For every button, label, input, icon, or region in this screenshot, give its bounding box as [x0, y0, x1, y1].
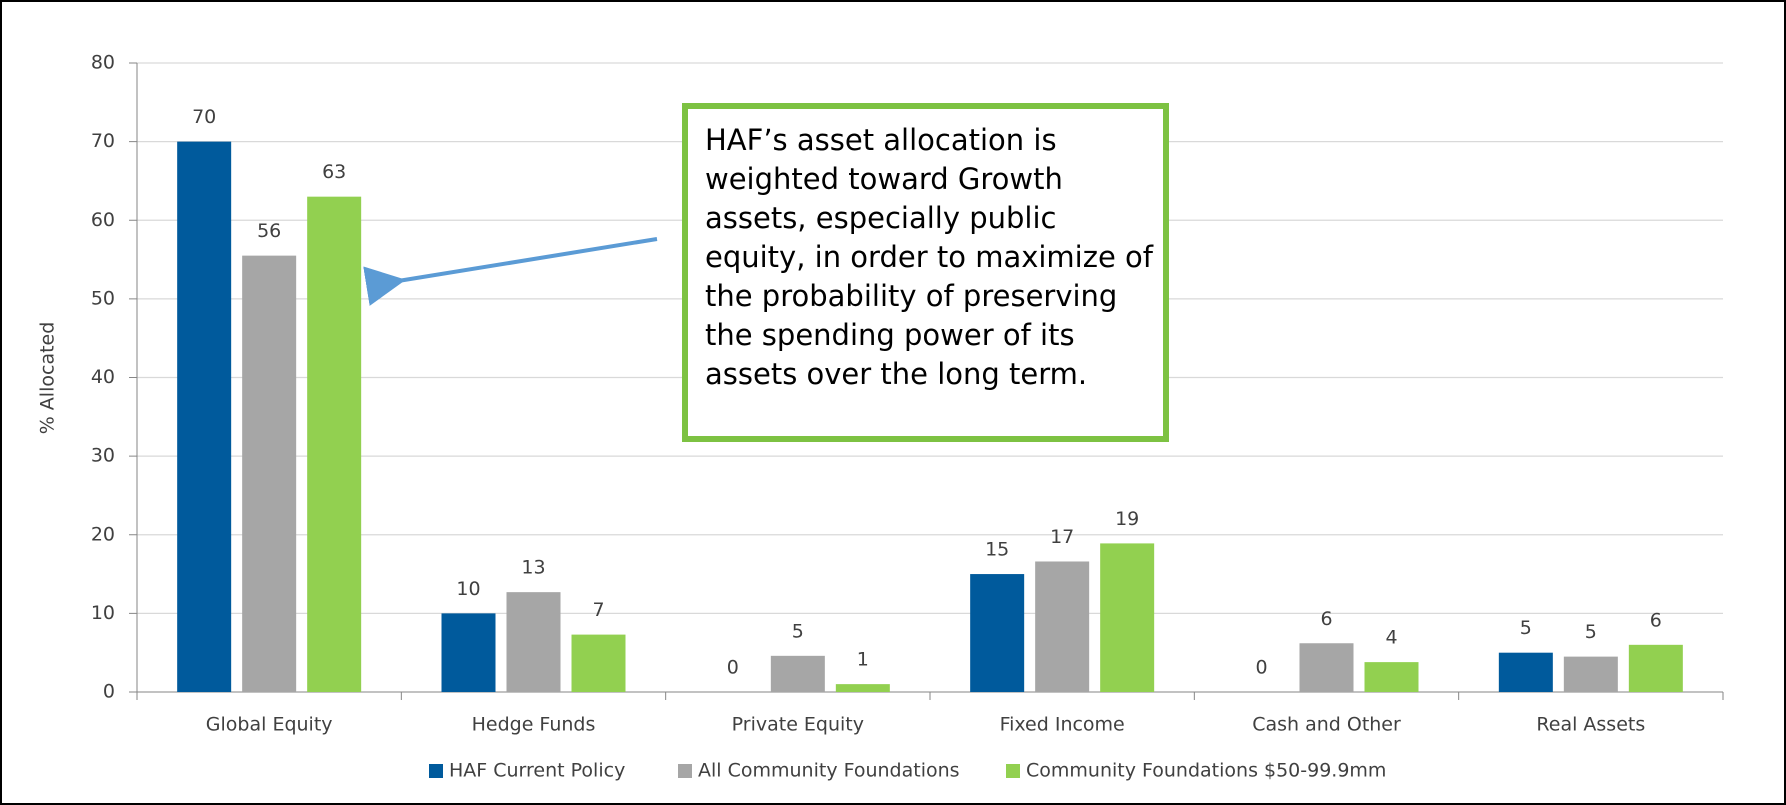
data-label: 6	[1320, 608, 1332, 630]
y-tick-label: 60	[91, 209, 115, 231]
data-label: 5	[792, 620, 804, 642]
bar	[177, 141, 232, 692]
legend-swatch	[678, 764, 692, 778]
y-tick-label: 30	[91, 445, 115, 467]
data-label: 15	[985, 539, 1009, 561]
data-label: 56	[257, 220, 281, 242]
annotation-text: the spending power of its	[705, 318, 1075, 352]
bar	[1100, 543, 1155, 692]
legend-label: HAF Current Policy	[449, 760, 625, 782]
legend-label: Community Foundations $50-99.9mm	[1026, 760, 1386, 782]
bar	[1299, 643, 1354, 692]
data-label: 0	[1255, 657, 1267, 679]
x-tick-label: Cash and Other	[1252, 714, 1401, 736]
data-label: 10	[456, 578, 480, 600]
data-label: 1	[857, 649, 869, 671]
y-tick-label: 40	[91, 366, 115, 388]
annotation-text: HAF’s asset allocation is	[705, 123, 1057, 157]
y-tick-label: 80	[91, 52, 115, 74]
bar	[1364, 662, 1419, 692]
y-tick-label: 0	[103, 681, 115, 703]
data-label: 17	[1050, 526, 1074, 548]
bar	[242, 255, 297, 692]
bar	[506, 592, 561, 692]
annotation-text: assets, especially public	[705, 201, 1056, 235]
y-tick-label: 10	[91, 602, 115, 624]
annotation-text: the probability of preserving	[705, 279, 1117, 313]
bar	[1628, 644, 1683, 692]
bar	[970, 574, 1025, 692]
data-label: 7	[592, 599, 604, 621]
y-tick-label: 50	[91, 287, 115, 309]
annotation-text: equity, in order to maximize of	[705, 240, 1154, 274]
x-tick-label: Global Equity	[206, 714, 333, 736]
data-label: 13	[521, 557, 545, 579]
data-label: 4	[1385, 627, 1397, 649]
bar	[307, 196, 362, 692]
annotation-box	[682, 103, 1169, 442]
legend-label: All Community Foundations	[698, 760, 960, 782]
y-axis-label: % Allocated	[37, 322, 59, 435]
x-tick-label: Real Assets	[1536, 714, 1645, 736]
bar	[770, 655, 825, 692]
bar	[1035, 561, 1090, 692]
data-label: 6	[1650, 609, 1662, 631]
bar	[571, 634, 626, 692]
data-label: 5	[1585, 621, 1597, 643]
y-tick-label: 70	[91, 130, 115, 152]
annotation-text: weighted toward Growth	[705, 162, 1063, 196]
bar	[835, 684, 890, 692]
annotation-text: assets over the long term.	[705, 357, 1087, 391]
data-label: 5	[1520, 617, 1532, 639]
data-label: 19	[1115, 508, 1139, 530]
annotation-arrow	[363, 237, 658, 306]
legend-swatch	[1006, 764, 1020, 778]
x-tick-label: Fixed Income	[1000, 714, 1125, 736]
bar	[441, 613, 496, 692]
data-label: 0	[727, 657, 739, 679]
bar	[1498, 652, 1553, 692]
bar	[1563, 656, 1618, 692]
x-tick-label: Private Equity	[732, 714, 864, 736]
data-label: 70	[192, 106, 216, 128]
legend-swatch	[429, 764, 443, 778]
y-tick-label: 20	[91, 523, 115, 545]
data-label: 63	[322, 161, 346, 183]
x-tick-label: Hedge Funds	[472, 714, 596, 736]
